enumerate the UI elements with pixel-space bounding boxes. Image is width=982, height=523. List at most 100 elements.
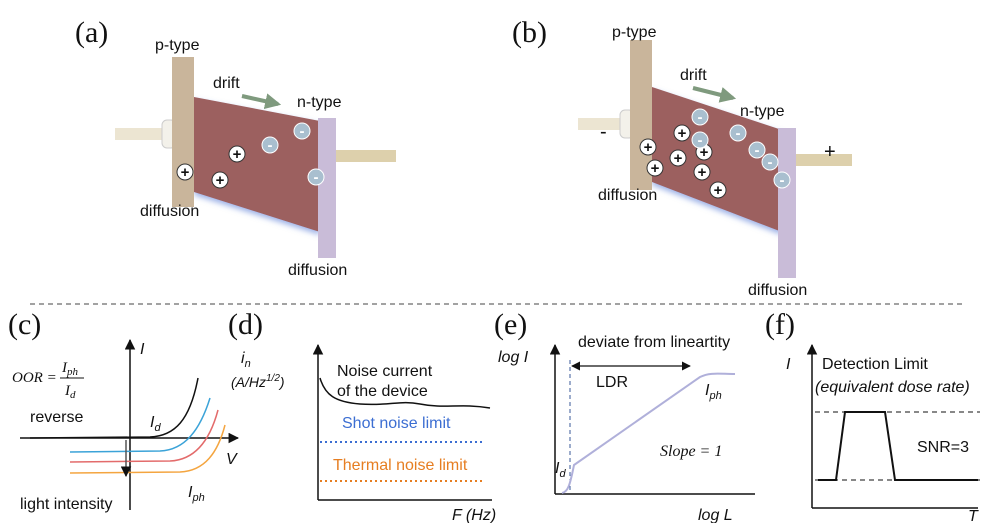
charges: + ++---+++++++-- ---- xyxy=(176,108,791,199)
axis-label: in xyxy=(241,350,251,370)
panel-d: (d) in (A/Hz1/2) Noise current of the de… xyxy=(228,308,496,523)
text-part: i xyxy=(241,350,245,367)
panel-e: (e) log I deviate from lineartity LDR Ip… xyxy=(494,308,755,523)
label: (equivalent dose rate) xyxy=(815,379,970,396)
charge-sign: + xyxy=(216,172,225,189)
charge-sign: - xyxy=(698,132,703,149)
label: light intensity xyxy=(20,496,113,513)
charge-sign: + xyxy=(700,144,709,161)
panel-b: (b) p-type drift n-type diffusion diffus… xyxy=(512,16,852,299)
label: drift xyxy=(213,75,240,92)
electron xyxy=(691,108,709,126)
label: of the device xyxy=(337,383,428,400)
label: diffusion xyxy=(140,203,199,220)
drift-arrow xyxy=(241,93,282,110)
absorber xyxy=(194,97,320,232)
electron xyxy=(261,136,279,154)
label: diffusion xyxy=(288,262,347,279)
charge-sign: - xyxy=(698,109,703,126)
light-curve xyxy=(69,409,219,463)
hole xyxy=(646,159,664,177)
text-part: d xyxy=(154,422,161,434)
axis-label: V xyxy=(226,451,238,468)
label: p-type xyxy=(612,24,657,41)
label: Noise current xyxy=(337,363,433,380)
text-part: I xyxy=(61,360,68,376)
text-part: I xyxy=(705,382,710,399)
charge-sign: + xyxy=(678,125,687,142)
charge-sign: + xyxy=(714,182,723,199)
text-part: ph xyxy=(66,366,79,378)
electron xyxy=(691,131,709,149)
label: p-type xyxy=(155,37,200,54)
panel-c: (c) I OOR = Iph Id reverse Id V light in… xyxy=(8,308,240,513)
pulse xyxy=(818,411,978,481)
charge-sign: - xyxy=(300,123,305,140)
text-part: d xyxy=(70,389,76,401)
formula: OOR = xyxy=(12,370,57,386)
text-part: n xyxy=(245,358,251,370)
hole xyxy=(211,171,229,189)
electron xyxy=(307,168,325,186)
wire xyxy=(115,128,173,140)
hole xyxy=(176,163,194,181)
axis-unit: (A/Hz1/2) xyxy=(231,373,285,390)
panel-label: (f) xyxy=(765,308,795,341)
charge-sign: + xyxy=(233,146,242,163)
hole xyxy=(228,145,246,163)
charge-sign: + xyxy=(698,164,707,181)
label: Iph xyxy=(188,484,205,504)
label: n-type xyxy=(297,94,342,111)
p-plate xyxy=(172,57,194,207)
label: n-type xyxy=(740,103,785,120)
panel-label: (a) xyxy=(75,16,108,49)
wire xyxy=(578,118,632,130)
charge-sign: + xyxy=(674,150,683,167)
electron xyxy=(748,141,766,159)
text-part: 1/2 xyxy=(266,373,280,384)
label: Detection Limit xyxy=(822,356,928,373)
formula: Id xyxy=(64,383,76,401)
formula: Iph xyxy=(61,360,79,378)
hole xyxy=(673,124,691,142)
charge-sign: - xyxy=(736,125,741,142)
panel-label: (e) xyxy=(494,308,527,341)
charge-sign: - xyxy=(768,154,773,171)
label: Thermal noise limit xyxy=(333,457,468,474)
absorber xyxy=(652,87,782,232)
hole xyxy=(693,163,711,181)
dark-curve xyxy=(29,377,199,439)
panel-label: (b) xyxy=(512,16,547,49)
panel-a: (a) p-type drift n-type diffusion diffus… xyxy=(75,16,396,279)
text-part: I xyxy=(150,414,155,431)
charge-sign: + xyxy=(181,164,190,181)
electron xyxy=(773,171,791,189)
panel-label: (d) xyxy=(228,308,263,341)
label: diffusion xyxy=(748,282,807,299)
panel-label: (c) xyxy=(8,308,41,341)
label: Iph xyxy=(705,382,722,402)
charge-sign: + xyxy=(644,139,653,156)
wire xyxy=(796,154,852,166)
text-part: ph xyxy=(191,492,204,504)
n-plate xyxy=(318,118,336,258)
label: Id xyxy=(555,460,566,480)
noise-curve xyxy=(319,377,491,409)
charge-sign: - xyxy=(780,172,785,189)
hole xyxy=(669,149,687,167)
axis-label: T xyxy=(968,508,979,523)
charge-sign: + xyxy=(651,160,660,177)
label: SNR=3 xyxy=(917,439,969,456)
label: Slope = 1 xyxy=(660,443,722,460)
label: Id xyxy=(150,414,161,434)
n-plate xyxy=(778,128,796,278)
axis-label: I xyxy=(786,356,791,373)
text-part: I xyxy=(64,383,71,399)
electron xyxy=(729,124,747,142)
polarity: - xyxy=(600,121,607,143)
charge-sign: - xyxy=(314,169,319,186)
light-curve xyxy=(69,397,211,453)
hole xyxy=(639,138,657,156)
drift-arrow xyxy=(692,86,737,103)
